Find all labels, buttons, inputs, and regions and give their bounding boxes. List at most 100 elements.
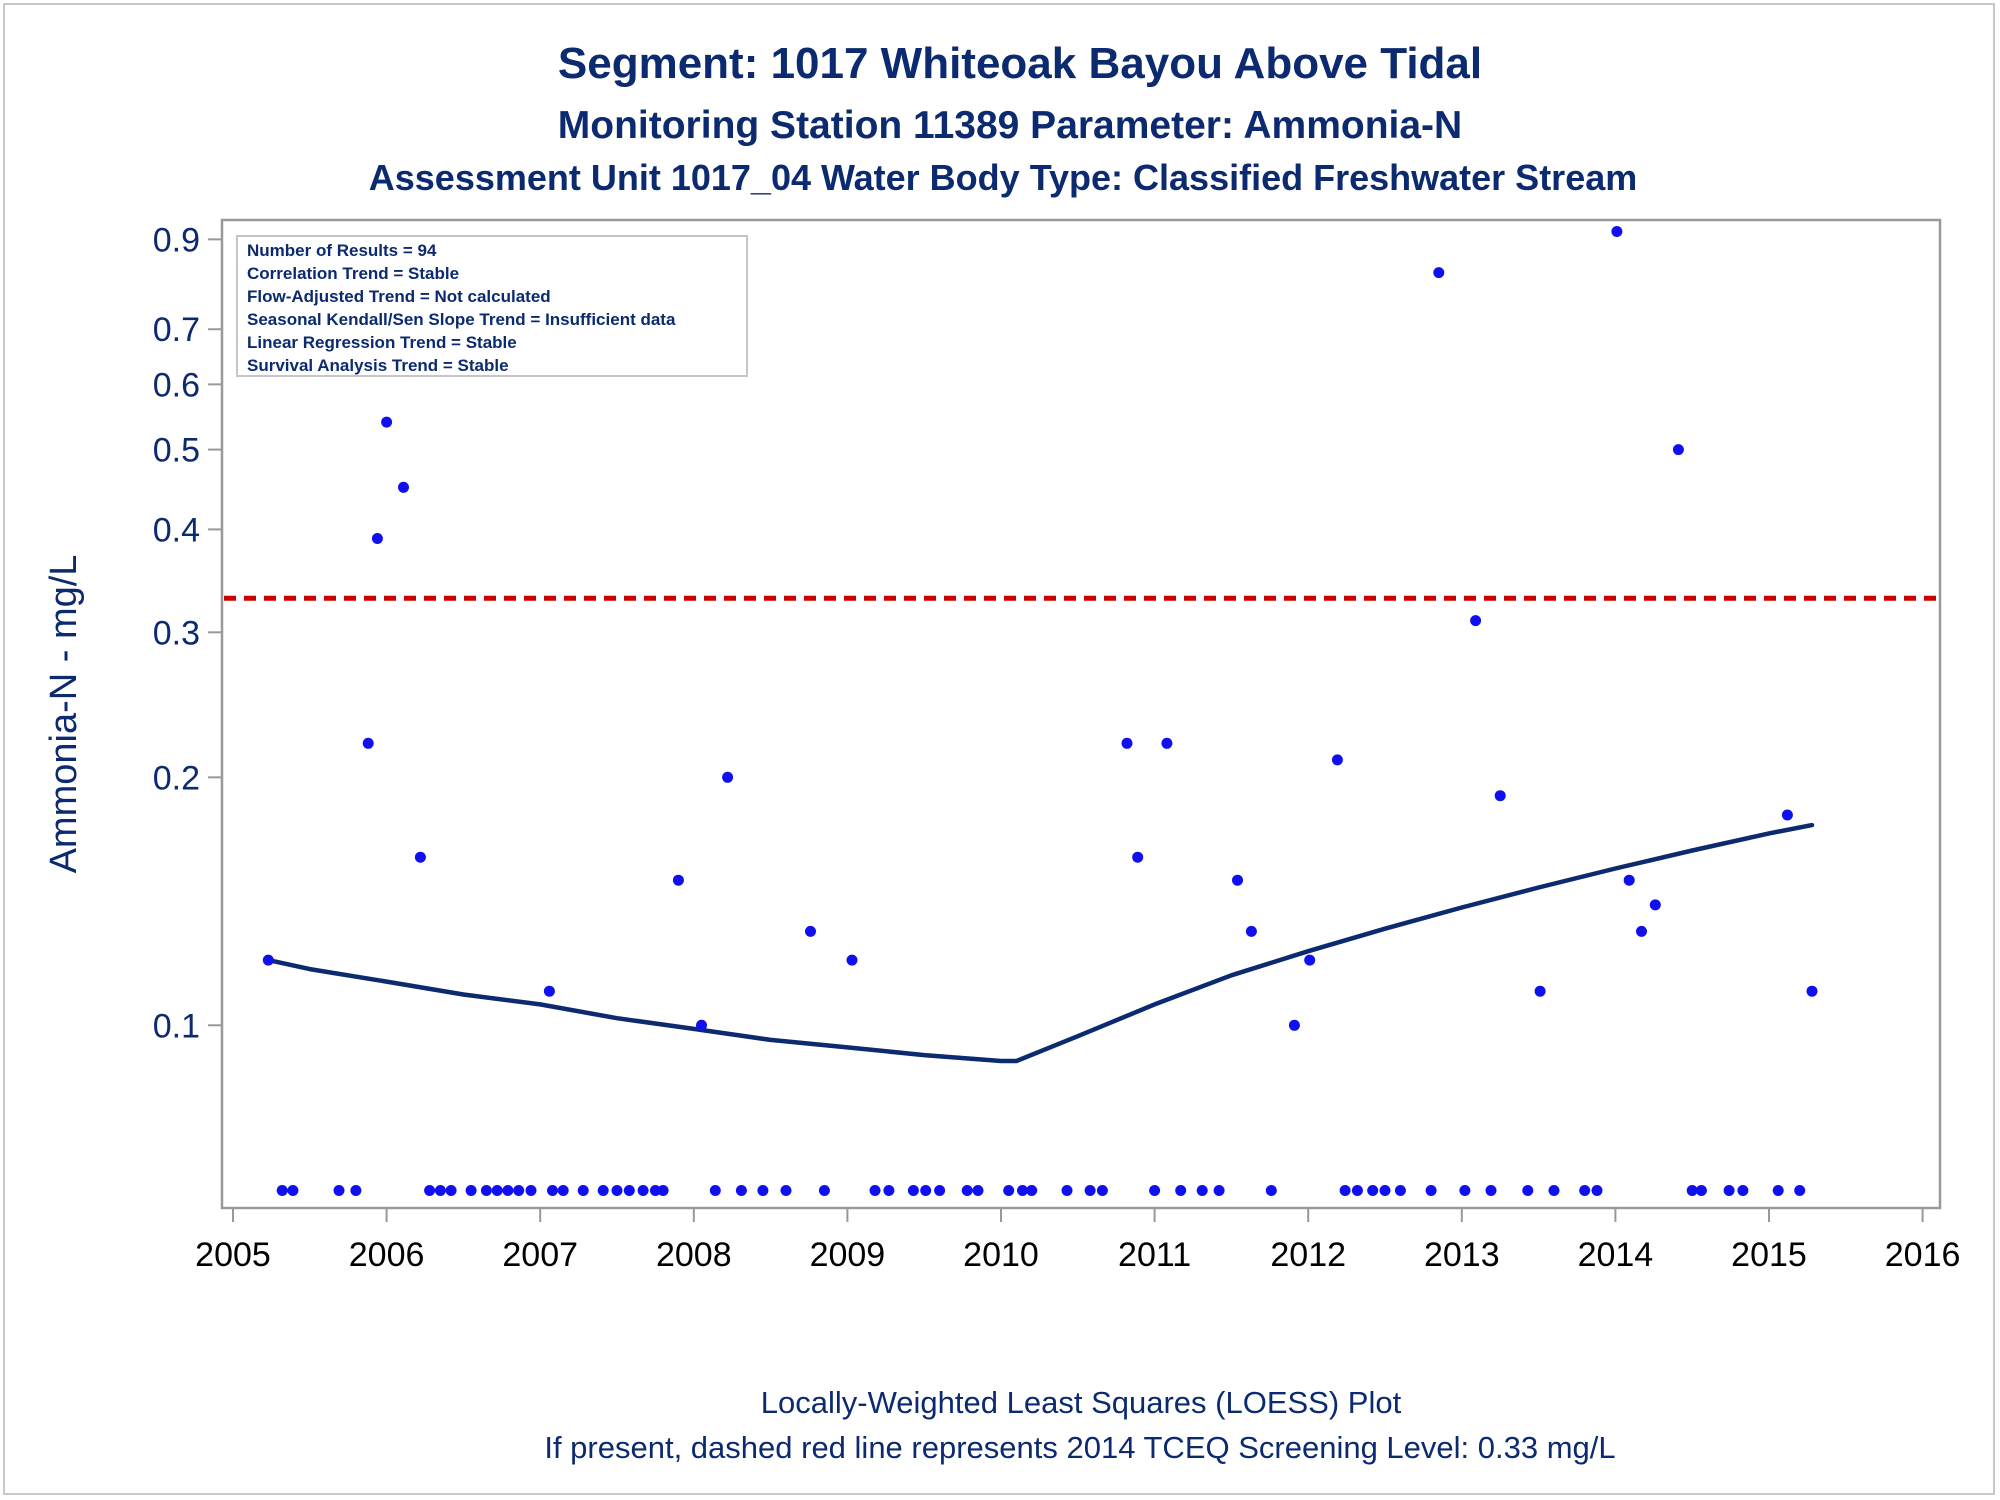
data-point [846, 954, 858, 966]
x-tick-label: 2006 [349, 1236, 425, 1274]
data-point [649, 1185, 661, 1196]
data-point [611, 1185, 623, 1196]
data-point [1265, 1185, 1277, 1196]
data-point [1161, 737, 1173, 749]
data-point [1636, 925, 1647, 937]
data-point [961, 1185, 973, 1196]
data-point [1367, 1185, 1379, 1196]
y-tick-label: 0.9 [153, 221, 200, 259]
data-point [1649, 899, 1661, 911]
data-point [1394, 1185, 1406, 1196]
data-point [883, 1185, 895, 1196]
data-point [1304, 954, 1316, 966]
data-point [434, 1185, 446, 1196]
data-point [1723, 1185, 1735, 1196]
x-axis: 2005 2006 2007 2008 2009 2010 2011 2012 2013 2014… [195, 1208, 1960, 1274]
data-point [287, 1185, 299, 1196]
info-box [236, 235, 748, 377]
footnote-screening: If present, dashed red line represents 2… [544, 1430, 1615, 1465]
data-point [502, 1185, 514, 1196]
y-tick-label: 0.6 [153, 366, 200, 404]
info-box-lines: Number of Results = 94 Correlation Trend … [247, 241, 676, 375]
data-point [1379, 1185, 1391, 1196]
x-tick-label: 2007 [502, 1236, 578, 1274]
x-tick-label: 2014 [1578, 1236, 1654, 1274]
y-tick-label: 0.7 [153, 311, 200, 349]
y-tick-label: 0.5 [153, 432, 200, 470]
data-point [1096, 1185, 1108, 1196]
loess-curve [266, 822, 1815, 1064]
data-point [1591, 1185, 1603, 1196]
y-tick-label: 0.4 [153, 511, 200, 549]
data-point [1806, 985, 1818, 997]
data-point [597, 1185, 609, 1196]
data-point [1175, 1185, 1187, 1196]
data-point [424, 1185, 436, 1196]
data-point [1433, 267, 1445, 279]
info-box-line: Linear Regression Trend = Stable [247, 333, 517, 352]
data-point [1494, 790, 1506, 802]
data-point [525, 1185, 537, 1196]
data-point [276, 1185, 288, 1196]
data-point [1794, 1185, 1806, 1196]
data-point [637, 1185, 649, 1196]
data-point [1548, 1185, 1560, 1196]
data-point [1213, 1185, 1225, 1196]
data-point [371, 533, 383, 544]
chart-subtitle-station: Monitoring Station 11389 Parameter: Ammo… [558, 104, 1462, 147]
data-point [722, 771, 734, 783]
data-point [972, 1185, 984, 1196]
y-axis: 0.1 0.2 0.3 0.4 0.5 0.6 0.7 0.9 [153, 221, 222, 1045]
data-point [1425, 1185, 1437, 1196]
x-tick-label: 2010 [963, 1236, 1039, 1274]
x-tick-label: 2011 [1118, 1236, 1191, 1274]
data-point [757, 1185, 769, 1196]
data-point [657, 1185, 669, 1196]
footnote-loess: Locally-Weighted Least Squares (LOESS) P… [761, 1385, 1402, 1420]
data-point [262, 954, 274, 966]
data-point [696, 1019, 707, 1031]
data-point [709, 1185, 721, 1196]
data-points [262, 226, 1818, 1196]
data-point [1121, 737, 1133, 749]
data-point [1781, 809, 1793, 821]
data-point [672, 874, 684, 886]
data-point [1772, 1185, 1784, 1196]
data-point [780, 1185, 792, 1196]
data-point [1232, 874, 1243, 886]
data-point [513, 1185, 525, 1196]
data-point [1485, 1185, 1497, 1196]
y-tick-label: 0.3 [153, 614, 200, 652]
data-point [1522, 1185, 1534, 1196]
data-point [465, 1185, 477, 1196]
data-point [1331, 754, 1343, 766]
x-tick-label: 2005 [195, 1236, 271, 1274]
data-point [543, 985, 555, 997]
data-point [577, 1185, 589, 1196]
info-box-line: Survival Analysis Trend = Stable [247, 356, 509, 375]
data-point [1623, 874, 1635, 886]
data-point [934, 1185, 946, 1196]
y-tick-label: 0.1 [153, 1007, 200, 1045]
data-point [362, 737, 374, 749]
data-point [1534, 985, 1546, 997]
data-point [623, 1185, 635, 1196]
data-point [381, 416, 393, 428]
data-point [1196, 1185, 1208, 1196]
data-point [1132, 851, 1144, 863]
y-axis-label: Ammonia-N - mg/L [43, 555, 85, 874]
data-point [445, 1185, 457, 1196]
x-tick-label: 2012 [1270, 1236, 1346, 1274]
data-point [1061, 1185, 1073, 1196]
data-point [920, 1185, 932, 1196]
data-point [1149, 1185, 1161, 1196]
plot-area [220, 218, 1942, 1210]
data-point [1026, 1185, 1038, 1196]
info-box-line: Seasonal Kendall/Sen Slope Trend = Insuf… [247, 310, 676, 329]
data-point [907, 1185, 919, 1196]
data-point [557, 1185, 569, 1196]
y-tick-label: 0.2 [153, 759, 200, 797]
data-point [1003, 1185, 1015, 1196]
data-point [735, 1185, 747, 1196]
